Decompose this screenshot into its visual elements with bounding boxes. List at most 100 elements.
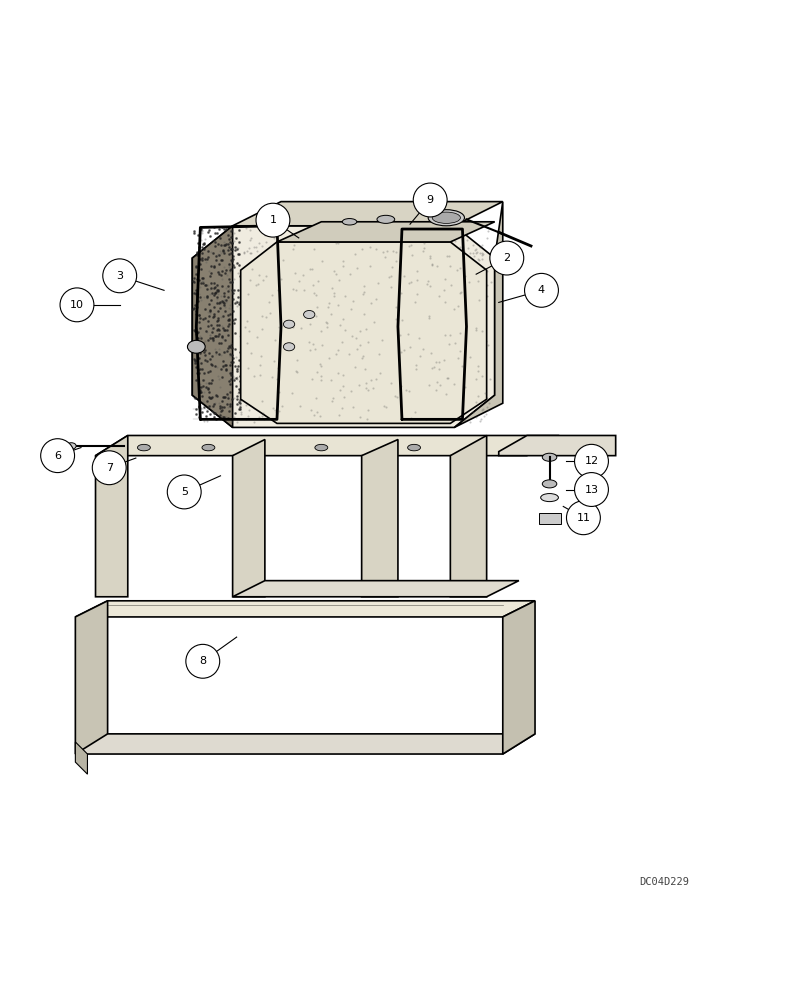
Point (212, 346, 225, 362)
Point (469, 385, 482, 401)
Point (453, 285, 466, 301)
Point (307, 336, 320, 352)
Point (270, 371, 283, 387)
Point (340, 365, 353, 381)
Ellipse shape (303, 310, 315, 319)
Point (220, 343, 233, 359)
Point (458, 412, 471, 428)
Ellipse shape (376, 215, 394, 223)
Point (394, 278, 407, 294)
Point (195, 222, 208, 238)
Point (214, 361, 227, 377)
Point (197, 413, 210, 429)
Circle shape (186, 644, 220, 678)
Point (217, 243, 230, 259)
Point (195, 330, 208, 346)
Point (260, 352, 273, 368)
Point (409, 304, 422, 320)
Point (375, 297, 388, 313)
Point (470, 388, 483, 404)
Point (200, 380, 212, 396)
Point (205, 321, 218, 337)
Point (213, 379, 226, 395)
Point (332, 342, 345, 358)
Point (216, 329, 229, 345)
Point (354, 344, 367, 360)
Point (318, 237, 331, 253)
Point (223, 234, 236, 250)
Point (190, 359, 203, 375)
Point (334, 392, 347, 408)
Point (268, 230, 281, 246)
Point (408, 404, 421, 420)
Point (423, 229, 436, 245)
Point (357, 357, 370, 373)
Point (331, 246, 344, 262)
Point (363, 390, 376, 406)
Point (437, 365, 450, 381)
Text: 10: 10 (70, 300, 84, 310)
Point (378, 401, 391, 417)
Point (239, 220, 252, 236)
Point (328, 235, 341, 251)
Point (193, 365, 206, 381)
Point (361, 382, 374, 398)
Point (474, 323, 487, 339)
Point (209, 328, 222, 344)
Point (192, 307, 205, 323)
Point (423, 229, 436, 245)
Point (203, 302, 216, 318)
Point (291, 318, 304, 334)
Point (304, 281, 317, 297)
Point (434, 289, 447, 305)
Point (426, 358, 439, 374)
Point (217, 331, 230, 347)
Point (202, 222, 215, 238)
Point (354, 273, 367, 289)
Point (477, 408, 490, 424)
Point (232, 394, 245, 410)
Point (220, 262, 233, 278)
Point (294, 329, 307, 345)
Point (251, 276, 264, 292)
Point (334, 254, 347, 270)
Point (327, 263, 340, 279)
Point (335, 334, 348, 350)
Point (219, 294, 232, 310)
Point (356, 348, 369, 364)
Point (298, 407, 311, 423)
Point (281, 259, 294, 275)
Point (240, 313, 253, 329)
Point (300, 235, 313, 251)
Point (257, 272, 270, 288)
Point (361, 383, 374, 399)
Circle shape (524, 273, 558, 307)
Point (230, 241, 243, 257)
Point (285, 397, 298, 413)
Point (206, 245, 219, 261)
Point (384, 259, 397, 275)
Point (233, 296, 246, 312)
Point (356, 400, 369, 416)
Ellipse shape (342, 219, 356, 225)
Point (380, 403, 393, 419)
Point (364, 271, 377, 287)
Point (340, 272, 353, 288)
Point (418, 259, 431, 275)
Point (233, 352, 246, 368)
Point (408, 362, 421, 378)
Point (204, 390, 217, 406)
Point (424, 373, 437, 389)
Point (206, 403, 219, 419)
Point (454, 362, 467, 378)
Point (440, 302, 453, 318)
Point (207, 333, 220, 349)
Point (345, 367, 358, 383)
Point (298, 293, 311, 309)
Point (307, 285, 320, 301)
Point (377, 234, 390, 250)
Point (228, 405, 241, 421)
Point (440, 409, 453, 425)
Point (243, 382, 256, 398)
Point (314, 323, 327, 339)
